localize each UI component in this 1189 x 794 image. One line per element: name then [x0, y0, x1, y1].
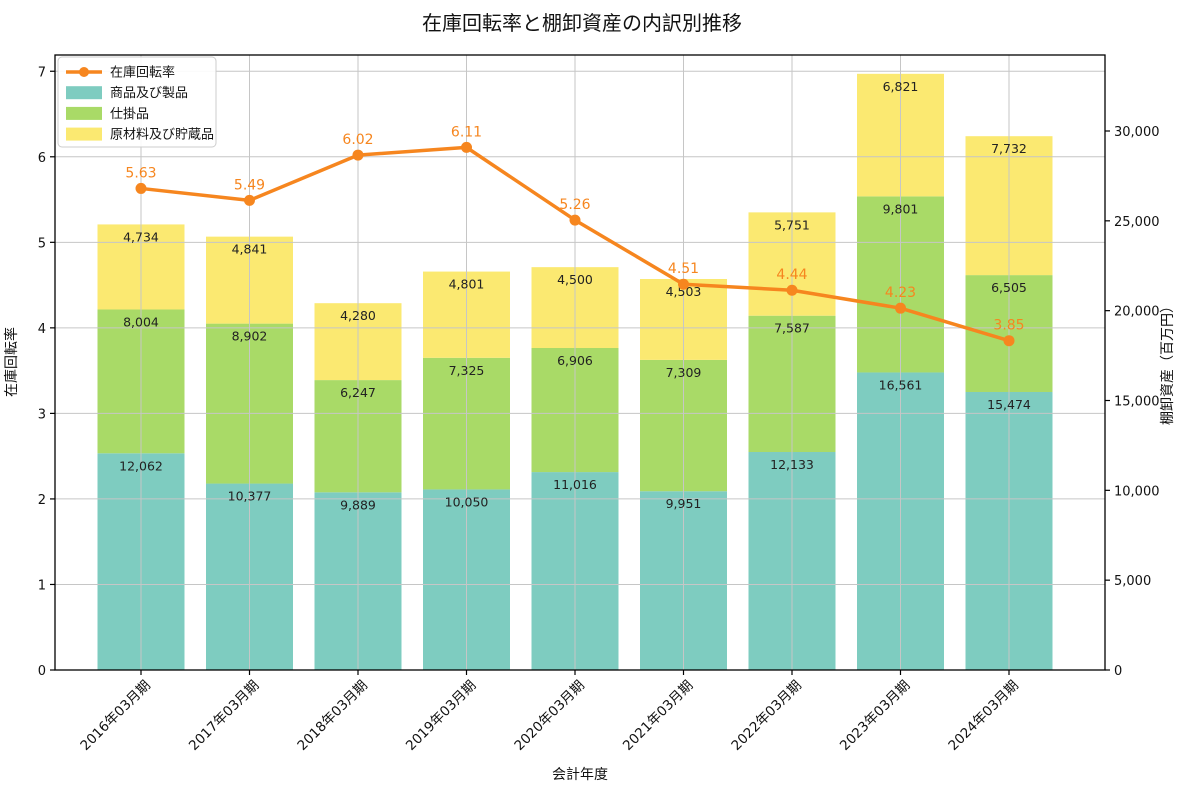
bar-value-label: 9,889 [340, 497, 376, 512]
legend-marker-icon [79, 67, 89, 77]
plot-border [54, 54, 1106, 671]
turnover-value-label: 5.63 [125, 165, 156, 181]
bar-value-label: 12,062 [119, 458, 163, 473]
y-right-tick-label: 20,000 [1114, 305, 1160, 320]
x-tick-label: 2016年03月期 [77, 678, 153, 754]
x-tick-label: 2019年03月期 [403, 678, 479, 754]
x-tick-label: 2017年03月期 [186, 678, 262, 754]
x-tick-label: 2023年03月期 [837, 678, 913, 754]
bar-value-label: 7,309 [666, 365, 702, 380]
legend-item-label: 商品及び製品 [110, 86, 188, 101]
x-tick-label: 2021年03月期 [620, 678, 696, 754]
bar-value-label: 11,016 [553, 477, 597, 492]
bar-value-label: 15,474 [987, 397, 1031, 412]
turnover-line-marker [1003, 335, 1015, 347]
y-left-tick-label: 2 [38, 493, 46, 508]
chart-title: 在庫回転率と棚卸資産の内訳別推移 [422, 11, 742, 35]
legend-item-label: 原材料及び貯蔵品 [110, 128, 214, 143]
turnover-value-label: 6.02 [342, 132, 373, 148]
legend-swatch-icon [66, 127, 102, 141]
y-left-tick-label: 5 [38, 236, 46, 251]
bar-value-label: 4,841 [232, 242, 268, 257]
bar-value-label: 6,505 [991, 280, 1027, 295]
y-right-tick-label: 10,000 [1114, 484, 1160, 499]
y-axis-title-left: 在庫回転率 [3, 327, 20, 397]
y-left-tick-label: 0 [38, 664, 46, 679]
y-right-tick-label: 25,000 [1114, 215, 1160, 230]
bar-value-label: 4,280 [340, 308, 376, 323]
turnover-line-marker [569, 214, 581, 226]
y-left-tick-label: 7 [38, 65, 46, 80]
turnover-line-marker [786, 284, 798, 296]
legend-swatch-icon [66, 86, 102, 100]
bar-value-label: 16,561 [879, 377, 923, 392]
turnover-line-marker [461, 141, 472, 153]
bar-value-label: 12,133 [770, 457, 814, 472]
bar-value-label: 10,050 [445, 494, 489, 509]
turnover-value-label: 3.85 [993, 318, 1024, 334]
bar-value-label: 4,801 [449, 277, 485, 292]
bar-value-label: 10,377 [228, 489, 272, 504]
y-right-tick-label: 0 [1114, 664, 1122, 679]
turnover-line-marker [678, 278, 689, 290]
bar-value-label: 8,902 [232, 329, 268, 344]
y-axis-title-right: 棚卸資産（百万円） [1160, 299, 1176, 425]
turnover-line-marker [135, 182, 147, 194]
turnover-value-label: 4.51 [668, 261, 699, 277]
x-tick-label: 2020年03月期 [511, 678, 587, 754]
plot-area: 12,062 10,377 9,889 10,050 11,016 9,951 12,133… [38, 54, 1160, 754]
turnover-value-label: 5.26 [559, 197, 590, 213]
turnover-value-label: 4.23 [885, 285, 916, 301]
bar-value-label: 7,587 [774, 321, 810, 336]
y-left-tick-label: 3 [38, 407, 46, 422]
bar-value-label: 7,732 [991, 141, 1027, 156]
x-axis-title: 会計年度 [552, 767, 608, 783]
y-left-tick-label: 4 [38, 322, 46, 337]
turnover-line-marker [352, 149, 364, 161]
legend-item-label: 仕掛品 [110, 107, 149, 122]
bar-value-label: 9,801 [883, 201, 919, 216]
y-right-tick-label: 15,000 [1114, 394, 1160, 409]
bar-value-label: 6,247 [340, 385, 376, 400]
turnover-line-marker [895, 302, 906, 314]
y-left-tick-label: 6 [38, 151, 46, 166]
bar-value-label: 6,821 [883, 79, 919, 94]
bar-value-label: 8,004 [123, 314, 159, 329]
bar-value-label: 9,951 [666, 496, 702, 511]
turnover-value-label: 4.44 [776, 267, 807, 283]
bar-value-label: 4,503 [666, 284, 702, 299]
x-tick-label: 2024年03月期 [945, 678, 1021, 754]
legend-box [57, 56, 217, 148]
turnover-value-label: 5.49 [234, 177, 265, 193]
y-right-tick-label: 5,000 [1114, 574, 1151, 589]
y-right-tick-label: 30,000 [1114, 125, 1160, 140]
bar-value-label: 6,906 [557, 353, 593, 368]
turnover-line-marker [244, 194, 255, 206]
bar-value-label: 5,751 [774, 217, 810, 232]
legend-swatch-icon [66, 106, 102, 120]
x-tick-label: 2022年03月期 [728, 678, 804, 754]
bar-value-label: 7,325 [449, 363, 485, 378]
y-left-tick-label: 1 [38, 578, 46, 593]
bar-value-label: 4,734 [123, 229, 159, 244]
x-tick-label: 2018年03月期 [294, 678, 370, 754]
legend-item-label: 在庫回転率 [110, 65, 175, 81]
turnover-value-label: 6.11 [451, 124, 482, 140]
bar-value-label: 4,500 [557, 272, 593, 287]
